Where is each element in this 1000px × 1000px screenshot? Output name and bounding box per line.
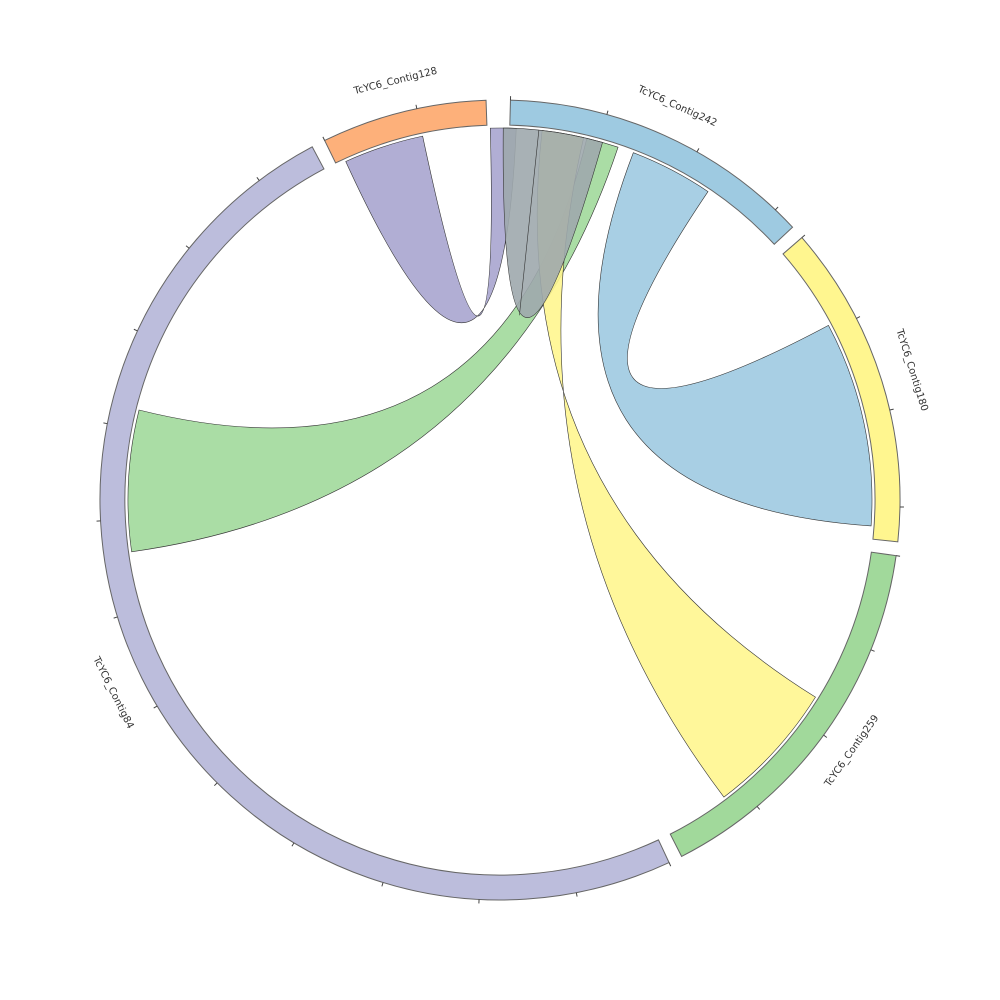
tick-c84 bbox=[291, 842, 295, 847]
tick-c84 bbox=[668, 862, 672, 867]
tick-c84 bbox=[256, 177, 260, 181]
ribbons-layer bbox=[127, 127, 873, 798]
tick-c84 bbox=[381, 882, 384, 887]
tick-c84 bbox=[133, 328, 138, 332]
segments-layer bbox=[99, 99, 901, 901]
tick-c180 bbox=[889, 408, 894, 411]
segment-c242 bbox=[509, 99, 794, 245]
tick-c259 bbox=[756, 806, 761, 810]
link-ribbon-5 bbox=[502, 127, 603, 318]
tick-c259 bbox=[870, 649, 875, 652]
segment-c259 bbox=[669, 551, 897, 858]
segment-c128 bbox=[323, 99, 488, 164]
tick-c128 bbox=[415, 104, 418, 109]
segment-label-c128: TcYC6_Contig128 bbox=[352, 66, 438, 98]
segment-label-c180: TcYC6_Contig180 bbox=[893, 327, 929, 413]
tick-c84 bbox=[575, 892, 578, 897]
tick-c84 bbox=[213, 782, 218, 787]
segment-label-c242: TcYC6_Contig242 bbox=[635, 84, 718, 130]
tick-c84 bbox=[153, 705, 158, 709]
tick-c84 bbox=[103, 422, 108, 425]
tick-c259 bbox=[823, 734, 828, 738]
segment-c84 bbox=[99, 146, 670, 901]
tick-c242 bbox=[606, 110, 609, 115]
tick-c128 bbox=[322, 136, 326, 141]
tick-c180 bbox=[801, 234, 806, 238]
tick-c180 bbox=[856, 316, 861, 319]
tick-c242 bbox=[696, 148, 700, 153]
tick-c242 bbox=[774, 206, 779, 211]
tick-c84 bbox=[113, 616, 118, 619]
tick-c259 bbox=[896, 555, 901, 557]
link-ribbon-1 bbox=[345, 127, 517, 323]
tick-c84 bbox=[185, 245, 190, 249]
segment-c180 bbox=[782, 236, 901, 543]
ticks-layer bbox=[96, 96, 904, 904]
segment-label-c84: TcYC6_Contig84 bbox=[90, 654, 136, 731]
link-ribbon-4 bbox=[597, 152, 873, 527]
